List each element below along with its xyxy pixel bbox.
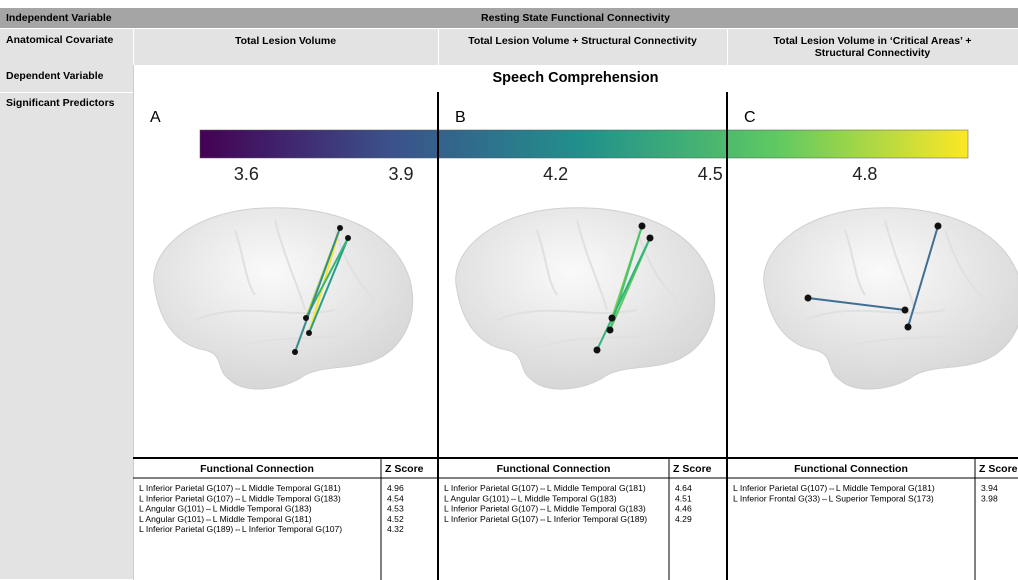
z-score: 4.29: [675, 514, 692, 524]
connection: L Inferior Parietal G(107)⇔L Middle Temp…: [733, 483, 935, 493]
z-score: 4.53: [387, 504, 404, 514]
colorbar-tick-label: 3.9: [389, 164, 414, 184]
colorbar: [200, 130, 968, 158]
z-score: 4.32: [387, 524, 404, 534]
connection: L Inferior Parietal G(107)⇔L Middle Temp…: [444, 504, 646, 514]
connection: L Inferior Frontal G(33)⇔L Superior Temp…: [733, 493, 934, 503]
table-header: Functional Connection: [200, 463, 314, 475]
z-score: 3.94: [981, 483, 998, 493]
panel-letter: A: [150, 109, 161, 126]
z-score: 4.51: [675, 493, 692, 503]
connection: L Angular G(101)⇔L Middle Temporal G(183…: [444, 493, 617, 503]
connection: L Inferior Parietal G(107)⇔L Middle Temp…: [139, 483, 341, 493]
z-score: 4.54: [387, 493, 404, 503]
connection: L Angular G(101)⇔L Middle Temporal G(183…: [139, 504, 312, 514]
z-score: 4.46: [675, 504, 692, 514]
connection: L Inferior Parietal G(189)⇔L Inferior Te…: [139, 524, 342, 534]
colorbar-tick-label: 4.8: [852, 164, 877, 184]
table-header: Z Score: [979, 463, 1018, 475]
colorbar-tick-label: 4.2: [543, 164, 568, 184]
colorbar-tick-label: 4.5: [698, 164, 723, 184]
table-header: Functional Connection: [794, 463, 908, 475]
z-score: 4.64: [675, 483, 692, 493]
table-header: Z Score: [673, 463, 712, 475]
connection: L Inferior Parietal G(107)⇔L Middle Temp…: [444, 483, 646, 493]
connection: L Inferior Parietal G(107)⇔L Inferior Te…: [444, 514, 647, 524]
z-score: 4.96: [387, 483, 404, 493]
brain: [154, 208, 413, 389]
z-score: 3.98: [981, 493, 998, 503]
table-header: Functional Connection: [497, 463, 611, 475]
brain: [764, 208, 1018, 389]
panel-letter: C: [744, 109, 756, 126]
figure: 3.6 3.9 4.2 4.5 4.8 A Functional Connection Z S…: [0, 0, 1018, 580]
colorbar-tick-label: 3.6: [234, 164, 259, 184]
connection: L Angular G(101)⇔L Middle Temporal G(181…: [139, 514, 312, 524]
connection: L Inferior Parietal G(107)⇔L Middle Temp…: [139, 493, 341, 503]
panel-letter: B: [455, 109, 466, 126]
brain: [456, 208, 715, 389]
page: Independent Variable Resting State Funct…: [0, 0, 1018, 580]
z-score: 4.52: [387, 514, 404, 524]
table-header: Z Score: [385, 463, 424, 475]
